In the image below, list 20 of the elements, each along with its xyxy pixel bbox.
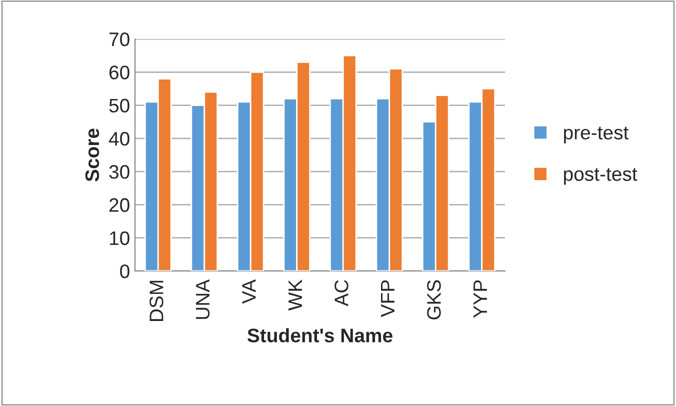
- y-tick-label: 30: [109, 165, 130, 179]
- x-tick-label: DSM: [150, 280, 164, 321]
- y-tick-label: 70: [110, 32, 130, 46]
- x-tick-label: VA: [242, 279, 256, 304]
- y-tick-label: 20: [109, 198, 130, 212]
- y-tick-label: 40: [108, 132, 130, 146]
- x-tick-label: YYP: [474, 280, 487, 318]
- y-tick-label: 60: [110, 66, 130, 80]
- legend-label: post-test: [564, 168, 638, 185]
- x-tick-label: GKS: [427, 280, 441, 320]
- y-axis-title: Score: [85, 128, 100, 182]
- y-tick-label: 10: [110, 231, 130, 246]
- x-tick-label: VFP: [381, 280, 394, 318]
- x-axis-title: Student's Name: [247, 328, 392, 342]
- x-tick-label: AC: [334, 280, 348, 306]
- y-tick-label: 0: [120, 264, 130, 278]
- legend-label: pre-test: [564, 126, 629, 144]
- y-tick-label: 50: [109, 98, 130, 113]
- x-tick-label: UNA: [196, 279, 210, 319]
- x-tick-label: WK: [288, 280, 302, 311]
